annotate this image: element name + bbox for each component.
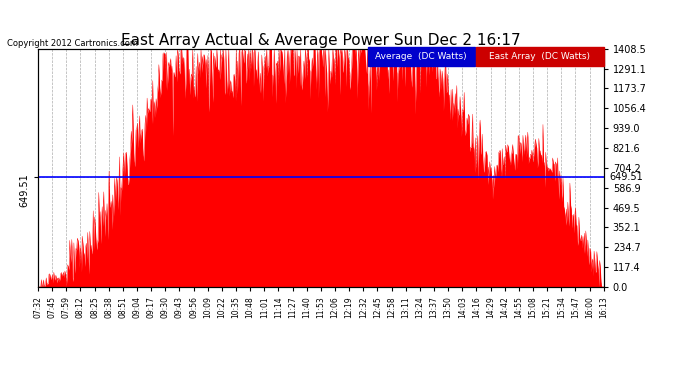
Text: Average  (DC Watts): Average (DC Watts) <box>375 52 467 61</box>
Text: East Array  (DC Watts): East Array (DC Watts) <box>489 52 591 61</box>
Title: East Array Actual & Average Power Sun Dec 2 16:17: East Array Actual & Average Power Sun De… <box>121 33 521 48</box>
Text: 649.51: 649.51 <box>609 172 643 182</box>
Text: Copyright 2012 Cartronics.com: Copyright 2012 Cartronics.com <box>7 39 138 48</box>
